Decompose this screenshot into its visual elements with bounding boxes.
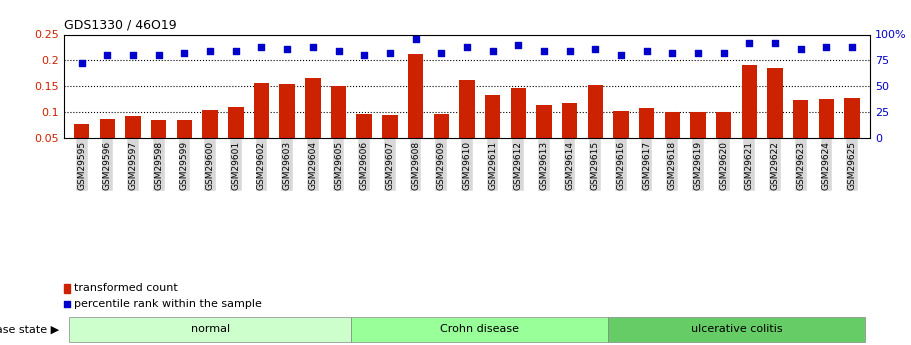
Point: [285, 206, 300, 211]
Bar: [485, 95, 500, 164]
Point: [408, 36, 423, 41]
Point: [691, 50, 705, 56]
Point: [819, 44, 834, 50]
Point: [562, 48, 577, 54]
Point: [203, 48, 218, 54]
Text: percentile rank within the sample: percentile rank within the sample: [74, 299, 261, 309]
Bar: [99, 119, 115, 164]
Bar: [228, 108, 243, 164]
Point: [332, 48, 346, 54]
Bar: [254, 82, 269, 164]
Bar: [562, 104, 578, 164]
Bar: [639, 108, 654, 164]
Point: [100, 52, 115, 58]
Point: [383, 50, 397, 56]
Point: [151, 52, 166, 58]
Bar: [177, 120, 192, 164]
Point: [742, 40, 757, 46]
Bar: [510, 88, 526, 164]
Point: [460, 44, 475, 50]
Text: normal: normal: [190, 325, 230, 334]
Point: [486, 48, 500, 54]
Bar: [126, 116, 141, 164]
Point: [177, 50, 191, 56]
Bar: [151, 120, 167, 164]
Bar: [382, 115, 397, 164]
Bar: [202, 110, 218, 164]
Text: Crohn disease: Crohn disease: [440, 325, 519, 334]
Bar: [588, 85, 603, 164]
Point: [254, 44, 269, 50]
Bar: [609, 317, 865, 342]
Bar: [819, 99, 834, 164]
Text: disease state ▶: disease state ▶: [0, 325, 59, 334]
Point: [844, 44, 859, 50]
Point: [357, 52, 372, 58]
Point: [588, 46, 602, 52]
Point: [537, 48, 551, 54]
Bar: [408, 54, 424, 164]
Text: transformed count: transformed count: [74, 284, 178, 293]
Bar: [716, 112, 732, 164]
Bar: [665, 112, 680, 164]
Point: [434, 50, 448, 56]
Bar: [434, 114, 449, 164]
Point: [511, 42, 526, 48]
Point: [280, 46, 294, 52]
Bar: [74, 124, 89, 164]
Point: [768, 40, 783, 46]
Point: [305, 44, 320, 50]
Bar: [69, 317, 352, 342]
Point: [614, 52, 629, 58]
Bar: [793, 100, 808, 164]
Bar: [613, 110, 629, 164]
Point: [229, 48, 243, 54]
Bar: [64, 284, 70, 293]
Bar: [767, 68, 783, 164]
Point: [665, 50, 680, 56]
Bar: [352, 317, 609, 342]
Point: [716, 50, 731, 56]
Text: GDS1330 / 46O19: GDS1330 / 46O19: [64, 19, 177, 32]
Bar: [305, 79, 321, 164]
Point: [126, 52, 140, 58]
Bar: [844, 98, 860, 164]
Bar: [459, 79, 475, 164]
Text: ulcerative colitis: ulcerative colitis: [691, 325, 783, 334]
Bar: [537, 106, 552, 164]
Bar: [356, 114, 372, 164]
Bar: [742, 65, 757, 164]
Point: [793, 46, 808, 52]
Bar: [331, 86, 346, 164]
Point: [75, 61, 89, 66]
Bar: [280, 84, 295, 164]
Point: [640, 48, 654, 54]
Bar: [691, 112, 706, 164]
